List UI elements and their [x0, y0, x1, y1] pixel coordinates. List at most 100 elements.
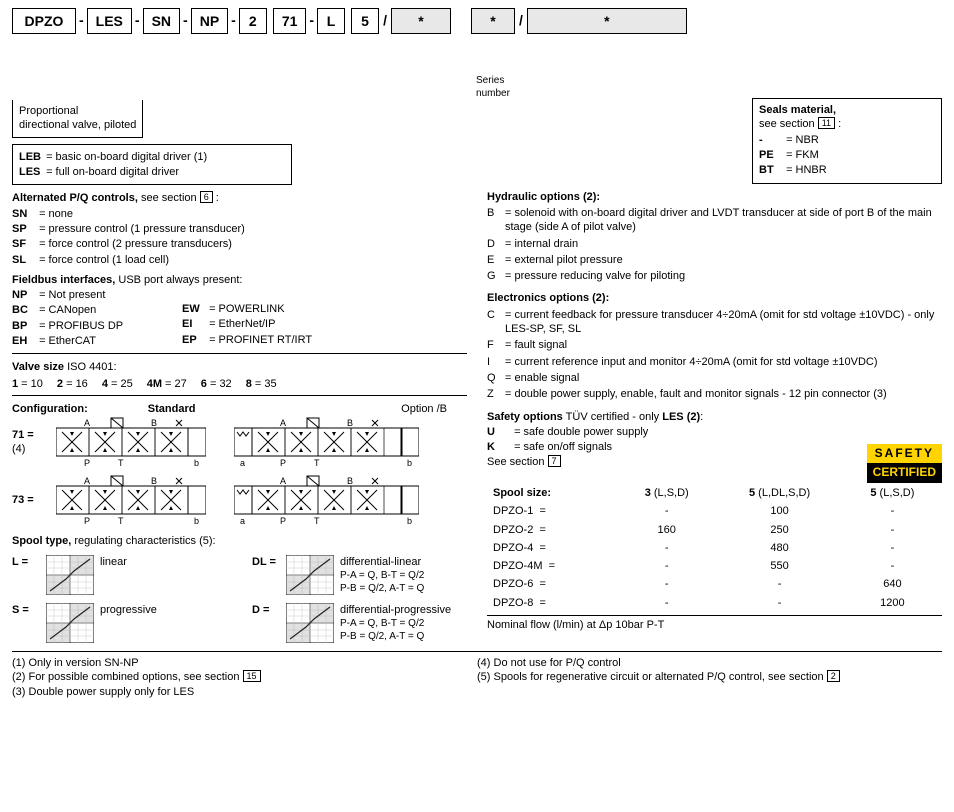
right-column: Seals material, see section 11 : - = NBR…	[487, 102, 942, 643]
slash: /	[515, 8, 527, 32]
footnote-5: (5) Spools for regenerative circuit or a…	[477, 670, 942, 684]
footnote-2: (2) For possible combined options, see s…	[12, 670, 477, 684]
valve-schematic-icon: A B P T a b	[234, 474, 419, 526]
code-les: LES	[87, 8, 132, 34]
svg-text:b: b	[407, 516, 412, 526]
spool-characteristic-icon	[286, 603, 334, 643]
spool-characteristic-icon	[46, 555, 94, 595]
option-line: Z= double power supply, enable, fault an…	[487, 387, 942, 401]
spool-type-item: DL = differential-linearP-A = Q, B-T = Q…	[252, 555, 462, 595]
ordering-code-row: DPZO - LES - SN - NP - 2 71 - L 5 / * * …	[12, 8, 942, 100]
svg-text:T: T	[314, 458, 320, 468]
config-row: 71 =(4) A B P T b A B P T a b	[12, 416, 467, 468]
left-column: Proportional directional valve, piloted …	[12, 102, 467, 643]
pq-title: Alternated P/Q controls,	[12, 192, 138, 204]
dash: -	[306, 8, 317, 32]
valve-schematic-icon: A B P T b	[56, 416, 206, 468]
option-line: EH = EtherCAT	[12, 334, 182, 348]
svg-text:A: A	[280, 418, 286, 428]
option-line: B= solenoid with on-board digital driver…	[487, 206, 942, 235]
table-row: DPZO-4 =-480-	[489, 540, 940, 556]
footnote-4: (4) Do not use for P/Q control	[477, 656, 942, 670]
safety-title: Safety options	[487, 411, 563, 423]
svg-text:A: A	[84, 418, 90, 428]
option-line: SF = force control (2 pressure transduce…	[12, 237, 467, 251]
fieldbus-sub: USB port always present:	[118, 274, 242, 286]
safety-only: LES (2)	[662, 411, 700, 423]
table-row: DPZO-2 =160250-	[489, 522, 940, 538]
code-sn: SN	[143, 8, 180, 34]
pq-see: see section	[141, 192, 197, 204]
svg-text:A: A	[84, 476, 90, 486]
nominal-flow-note: Nominal flow (l/min) at Δp 10bar P-T	[487, 615, 942, 632]
svg-text:P: P	[280, 516, 286, 526]
series-number-label: Series number	[476, 74, 510, 100]
spool-size-table: Spool size:3 (L,S,D)5 (L,DL,S,D)5 (L,S,D…	[487, 483, 942, 613]
seals-title: Seals material,	[759, 104, 836, 116]
svg-text:P: P	[280, 458, 286, 468]
svg-text:b: b	[194, 458, 199, 468]
svg-text:b: b	[194, 516, 199, 526]
dash: -	[180, 8, 191, 32]
valve-subtitle: Proportional directional valve, piloted	[19, 104, 136, 133]
safety-ref: 7	[548, 455, 561, 467]
svg-text:B: B	[151, 418, 157, 428]
valvesize-item: 6 = 32	[201, 377, 232, 391]
spool-characteristic-icon	[286, 555, 334, 595]
driver-leb: LEB = basic on-board digital driver (1)	[19, 150, 285, 164]
badge-certified: CERTIFIED	[867, 463, 942, 483]
option-line: G= pressure reducing valve for piloting	[487, 269, 942, 283]
spooltype-title: Spool type,	[12, 535, 71, 547]
option-line: Q= enable signal	[487, 371, 942, 385]
code-seals: *	[527, 8, 687, 34]
valve-schematic-icon: A B P T b	[56, 474, 206, 526]
option-line: - = NBR	[759, 133, 935, 147]
option-line: BC = CANopen	[12, 303, 182, 317]
code-config: 71	[273, 8, 307, 34]
svg-text:b: b	[407, 458, 412, 468]
option-line: SN = none	[12, 207, 467, 221]
code-options: *	[391, 8, 451, 34]
option-line: F= fault signal	[487, 338, 942, 352]
code-np: NP	[191, 8, 228, 34]
option-line: D= internal drain	[487, 237, 942, 251]
svg-text:B: B	[347, 418, 353, 428]
badge-safety: SAFETY	[867, 444, 942, 464]
safety-certified-badge: SAFETY CERTIFIED	[867, 444, 942, 483]
option-line: E= external pilot pressure	[487, 253, 942, 267]
table-row: DPZO-6 =--640	[489, 576, 940, 592]
option-line: SP = pressure control (1 pressure transd…	[12, 222, 467, 236]
option-line: EP = PROFINET RT/IRT	[182, 333, 352, 347]
footnote-3: (3) Double power supply only for LES	[12, 685, 477, 699]
svg-text:A: A	[280, 476, 286, 486]
spool-type-item: D = differential-progressiveP-A = Q, B-T…	[252, 603, 462, 643]
svg-text:P: P	[84, 516, 90, 526]
pq-ref: 6	[200, 191, 213, 203]
svg-text:B: B	[151, 476, 157, 486]
config-standard: Standard	[148, 402, 196, 416]
driver-les: LES = full on-board digital driver	[19, 165, 285, 179]
svg-text:a: a	[240, 458, 245, 468]
seals-ref: 11	[818, 117, 835, 129]
option-line: EW = POWERLINK	[182, 302, 352, 316]
spool-type-item: L = linear	[12, 555, 222, 595]
option-line: I= current reference input and monitor 4…	[487, 355, 942, 369]
table-row: DPZO-1 =-100-	[489, 503, 940, 519]
safety-sub: TÜV certified - only	[566, 411, 660, 423]
valvesize-item: 4 = 25	[102, 377, 133, 391]
valvesize-item: 2 = 16	[57, 377, 88, 391]
valvesize-iso: ISO 4401:	[67, 361, 117, 373]
config-optionb: Option /B	[401, 402, 447, 416]
config-title: Configuration:	[12, 402, 88, 416]
code-size: 2	[239, 8, 267, 34]
spooltype-sub: regulating characteristics (5):	[74, 535, 215, 547]
code-spooltype: L	[317, 8, 345, 34]
seals-see: see section	[759, 118, 815, 130]
config-row: 73 = A B P T b A B P T a b	[12, 474, 467, 526]
svg-text:T: T	[118, 516, 124, 526]
table-row: DPZO-8 =--1200	[489, 595, 940, 611]
option-line: BP = PROFIBUS DP	[12, 319, 182, 333]
code-spoolsize: 5	[351, 8, 379, 34]
dash: -	[132, 8, 143, 32]
code-dpzo: DPZO	[12, 8, 76, 34]
